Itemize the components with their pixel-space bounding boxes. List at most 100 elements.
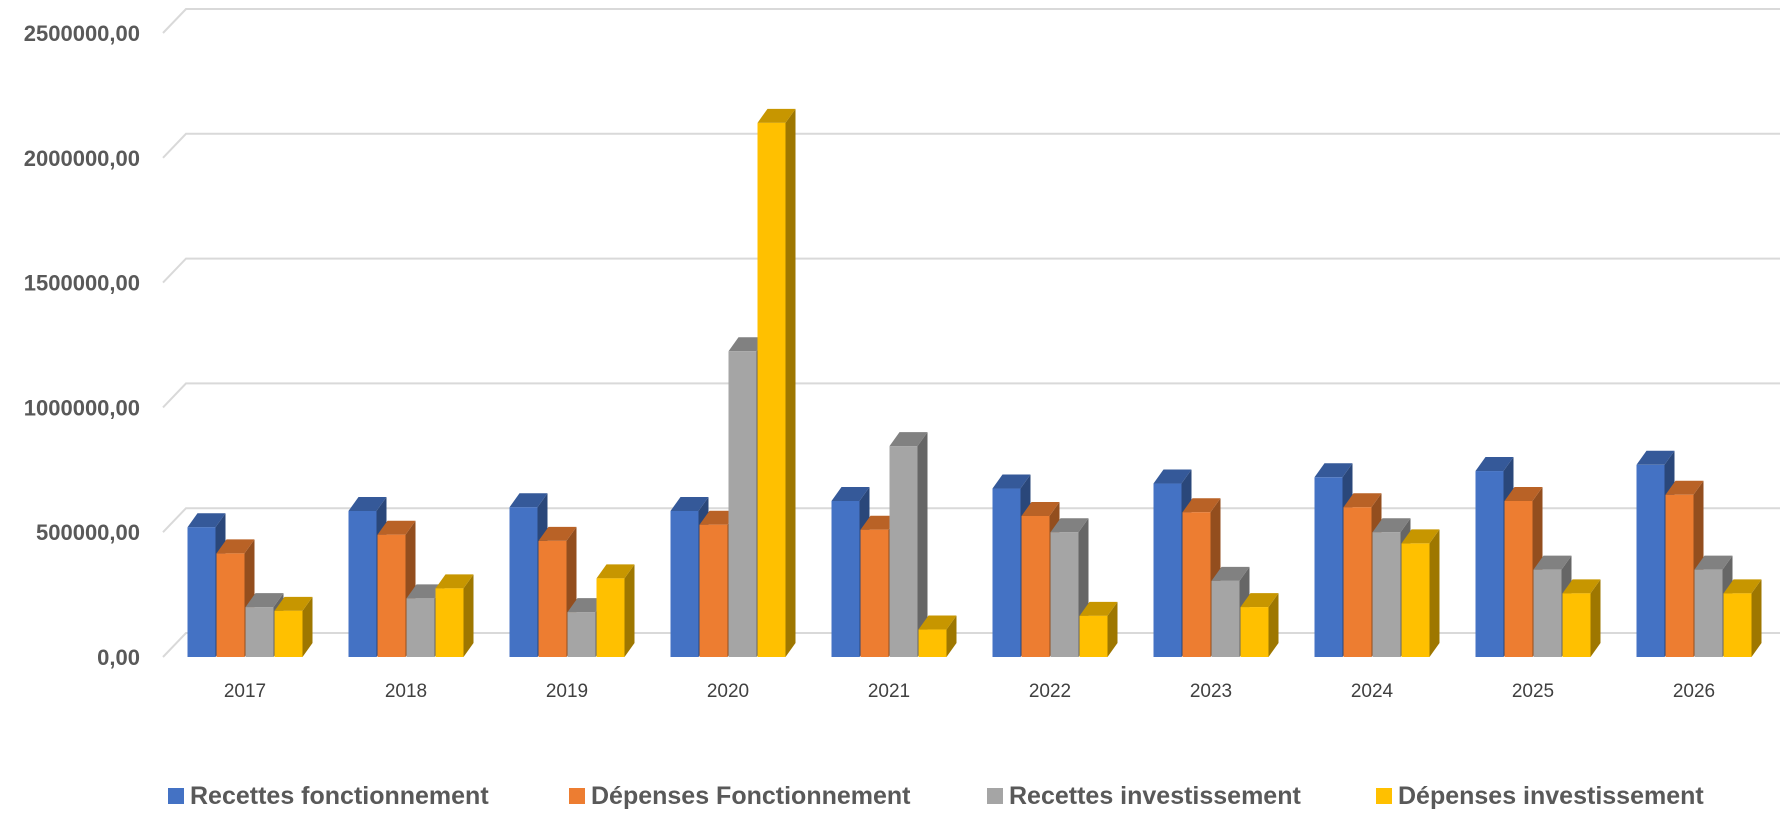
bar-top [1694, 555, 1733, 570]
bar-front [1153, 483, 1182, 657]
gridline [162, 382, 1780, 409]
legend-item-depenses-investissement: Dépenses investissement [1376, 778, 1704, 814]
bar-front [1240, 607, 1269, 657]
bar-top [699, 510, 738, 525]
bar-top [728, 337, 767, 352]
bar-front [889, 446, 918, 657]
legend-swatch [569, 788, 585, 804]
bar-side [1751, 579, 1762, 657]
bar-side [302, 596, 313, 657]
bar-side [917, 432, 928, 657]
bar-front [274, 610, 303, 657]
x-tick-label: 2024 [1351, 681, 1394, 702]
bar-front [435, 588, 464, 657]
bar-front [1562, 593, 1591, 657]
gridline [162, 132, 1780, 159]
bar-front [567, 612, 596, 657]
bar-front [1182, 512, 1211, 657]
bar-front [757, 122, 786, 657]
bar-side [946, 615, 957, 657]
bar-top [1562, 579, 1601, 594]
bar [757, 108, 796, 657]
bar-side [785, 108, 796, 657]
x-tick-label: 2022 [1029, 681, 1071, 702]
bar-top [187, 513, 226, 528]
bar-side [624, 564, 635, 657]
bar [596, 564, 635, 657]
bar-top [1240, 593, 1279, 608]
bar-top [918, 615, 957, 630]
bar-side [1107, 601, 1118, 657]
bar-front [1665, 494, 1694, 657]
bar-front [216, 553, 245, 657]
x-tick-label: 2017 [224, 681, 266, 702]
legend-item-recettes-investissement: Recettes investissement [987, 778, 1301, 814]
bar-front [831, 501, 860, 657]
bar-top [1665, 480, 1704, 495]
bar-front [1079, 615, 1108, 657]
legend-label: Dépenses investissement [1398, 781, 1704, 810]
bar-front [509, 507, 538, 657]
bar-front [1211, 580, 1240, 657]
bars [187, 108, 1762, 657]
legend-item-recettes-fonctionnement: Recettes fonctionnement [168, 778, 489, 814]
bar-front [992, 488, 1021, 657]
bar-front [348, 510, 377, 657]
bar-side [463, 574, 474, 657]
legend-swatch [987, 788, 1003, 804]
bar [918, 615, 957, 657]
y-axis: 0,00 500000,00 1000000,00 1500000,00 2000000… [24, 21, 140, 670]
bar-front [699, 524, 728, 657]
bar-top [1636, 450, 1675, 465]
bar-front [406, 598, 435, 657]
bar-top [1533, 555, 1572, 570]
bar-top [1475, 457, 1514, 472]
bar-front [1372, 532, 1401, 657]
bar-front [860, 529, 889, 657]
bar-top [757, 108, 796, 123]
bar-top [567, 598, 606, 613]
bar-front [918, 629, 947, 657]
legend-label: Recettes investissement [1009, 781, 1301, 810]
bar-front [1723, 593, 1752, 657]
bar-front [1050, 532, 1079, 657]
bar-top [435, 574, 474, 589]
gridline [162, 507, 1780, 533]
legend-swatch [1376, 788, 1392, 804]
legend-label: Dépenses Fonctionnement [591, 781, 911, 810]
bar-top [1211, 566, 1250, 581]
bar-top [1050, 518, 1089, 533]
bar [1240, 593, 1279, 657]
bar-top [1372, 518, 1411, 533]
bar-front [1475, 471, 1504, 657]
bar-front [1504, 501, 1533, 657]
bar-top [670, 496, 709, 511]
x-tick-label: 2025 [1512, 681, 1554, 702]
legend: Recettes fonctionnement Dépenses Fonctio… [0, 778, 1780, 814]
y-tick-label: 2000000,00 [24, 146, 140, 171]
bar-front [245, 607, 274, 657]
bar-top [1021, 501, 1060, 516]
y-tick-label: 500000,00 [36, 520, 140, 545]
bar-top [1401, 529, 1440, 544]
bar-front [596, 578, 625, 657]
bar-top [889, 432, 928, 447]
bar-top [1723, 579, 1762, 594]
bar-top [1314, 463, 1353, 478]
bar-top [509, 493, 548, 508]
bar-front [670, 510, 699, 657]
legend-label: Recettes fonctionnement [190, 781, 489, 810]
bar-top [1504, 487, 1543, 501]
gridline [162, 8, 1780, 34]
bar-top [860, 515, 899, 530]
bar-top [216, 539, 255, 554]
bar-side [1268, 593, 1279, 657]
bar-front [1401, 543, 1430, 657]
bar-top [596, 564, 635, 579]
bar [1401, 529, 1440, 657]
bar-top [1343, 493, 1382, 508]
bar-front [377, 534, 406, 657]
bar [435, 574, 474, 657]
bar-top [245, 593, 284, 608]
x-tick-label: 2019 [546, 681, 588, 702]
